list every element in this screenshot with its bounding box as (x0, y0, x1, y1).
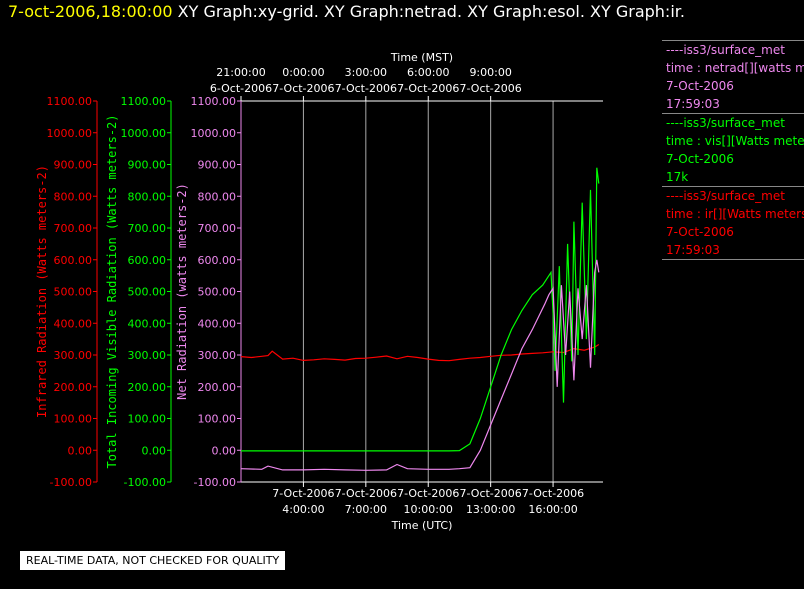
legend-line: 17:59:03 (666, 243, 720, 257)
y-tick-label: 500.00 (128, 286, 167, 299)
x-bottom-date: 7-Oct-2006 (335, 487, 397, 500)
y-tick-label: 800.00 (198, 190, 237, 203)
legend-line: time : ir[][Watts meters (666, 207, 804, 221)
y-tick-label: 600.00 (54, 254, 93, 267)
y-tick-label: 700.00 (128, 222, 167, 235)
y-tick-label: 300.00 (54, 349, 93, 362)
series-net (240, 259, 600, 471)
legend-line: ----iss3/surface_met (666, 189, 785, 203)
y-tick-label: 800.00 (128, 190, 167, 203)
legend-line: 7-Oct-2006 (666, 225, 734, 239)
y-tick-label: -100.00 (50, 476, 92, 489)
y-axis-title-1: Total Incoming Visible Radiation (Watts … (105, 114, 119, 468)
x-bottom-time: 16:00:00 (528, 503, 577, 516)
x-bottom-time: 4:00:00 (282, 503, 324, 516)
legend-line: ----iss3/surface_met (666, 116, 785, 130)
y-tick-label: 1100.00 (121, 95, 167, 108)
y-tick-label: 0.00 (68, 444, 93, 457)
x-bottom-date: 7-Oct-2006 (460, 487, 522, 500)
x-top-time: 9:00:00 (469, 66, 511, 79)
y-tick-label: 100.00 (54, 413, 93, 426)
header-timestamp: 7-oct-2006,18:00:00 (8, 2, 173, 21)
y-tick-label: 200.00 (54, 381, 93, 394)
x-top-title: Time (MST) (390, 51, 453, 64)
y-tick-label: 1100.00 (191, 95, 237, 108)
series-lines (240, 167, 600, 471)
y-tick-label: 900.00 (198, 159, 237, 172)
legend-line: 17k (666, 170, 689, 184)
y-tick-label: -100.00 (124, 476, 166, 489)
x-bottom-time: 10:00:00 (404, 503, 453, 516)
y-tick-label: 1000.00 (47, 127, 93, 140)
x-top-time: 6:00:00 (407, 66, 449, 79)
x-top-time: 0:00:00 (282, 66, 324, 79)
y-tick-label: 800.00 (54, 190, 93, 203)
y-tick-label: 200.00 (128, 381, 167, 394)
x-top-date: 6-Oct-2006 (210, 82, 272, 95)
y-tick-label: 1000.00 (191, 127, 237, 140)
legend-line: time : vis[][Watts meter (666, 134, 804, 148)
grid-lines (302, 101, 554, 482)
legend-line: time : netrad[][watts met (666, 61, 804, 75)
y-tick-label: 400.00 (198, 317, 237, 330)
legend-line: 7-Oct-2006 (666, 152, 734, 166)
graph-title-esol[interactable]: XY Graph:esol. (467, 2, 585, 21)
header: 7-oct-2006,18:00:00 XY Graph:xy-grid. XY… (8, 2, 685, 21)
y-axis-title-0: Infrared Radiation (Watts meters-2) (35, 165, 49, 418)
y-tick-label: 900.00 (128, 159, 167, 172)
y-tick-label: 0.00 (142, 444, 167, 457)
series-ir (240, 343, 600, 362)
x-bottom-date: 7-Oct-2006 (272, 487, 334, 500)
x-bottom-date: 7-Oct-2006 (522, 487, 584, 500)
x-top-date: 7-Oct-2006 (272, 82, 334, 95)
x-top-date: 7-Oct-2006 (397, 82, 459, 95)
graph-title-netrad[interactable]: XY Graph:netrad. (323, 2, 463, 21)
y-tick-label: 600.00 (198, 254, 237, 267)
y-tick-label: 300.00 (198, 349, 237, 362)
x-top-date: 7-Oct-2006 (460, 82, 522, 95)
axes (93, 96, 603, 487)
y-tick-label: 300.00 (128, 349, 167, 362)
x-bottom-time: 7:00:00 (345, 503, 387, 516)
y-tick-label: 500.00 (54, 286, 93, 299)
graph-title-ir[interactable]: XY Graph:ir. (590, 2, 685, 21)
y-axis-title-2: Net Radiation (watts meters-2) (175, 183, 189, 400)
x-top-time: 21:00:00 (216, 66, 265, 79)
legend-line: ----iss3/surface_met (666, 43, 785, 57)
y-tick-label: 400.00 (128, 317, 167, 330)
quality-note: REAL-TIME DATA, NOT CHECKED FOR QUALITY (20, 551, 286, 570)
x-top-date: 7-Oct-2006 (335, 82, 397, 95)
y-tick-label: 100.00 (128, 413, 167, 426)
y-tick-label: 400.00 (54, 317, 93, 330)
legend-line: 7-Oct-2006 (666, 79, 734, 93)
y-tick-label: 200.00 (198, 381, 237, 394)
axis-text: 1100.00 1000.00 900.00 800.00 700.00 600.00 50… (35, 51, 584, 532)
x-bottom-time: 13:00:00 (466, 503, 515, 516)
x-top-time: 3:00:00 (345, 66, 387, 79)
x-bottom-date: 7-Oct-2006 (397, 487, 459, 500)
y-tick-label: 0.00 (212, 444, 237, 457)
y-tick-label: 1000.00 (121, 127, 167, 140)
y-tick-label: 900.00 (54, 159, 93, 172)
y-tick-label: 700.00 (198, 222, 237, 235)
y-tick-label: 1100.00 (47, 95, 93, 108)
y-tick-label: -100.00 (194, 476, 236, 489)
series-vis (241, 167, 600, 452)
y-tick-label: 700.00 (54, 222, 93, 235)
y-tick-label: 100.00 (198, 413, 237, 426)
legend-divider (662, 259, 804, 260)
y-tick-label: 500.00 (198, 286, 237, 299)
x-bottom-title: Time (UTC) (391, 519, 453, 532)
y-tick-label: 600.00 (128, 254, 167, 267)
legend-line: 17:59:03 (666, 97, 720, 111)
graph-title-xy-grid[interactable]: XY Graph:xy-grid. (177, 2, 319, 21)
